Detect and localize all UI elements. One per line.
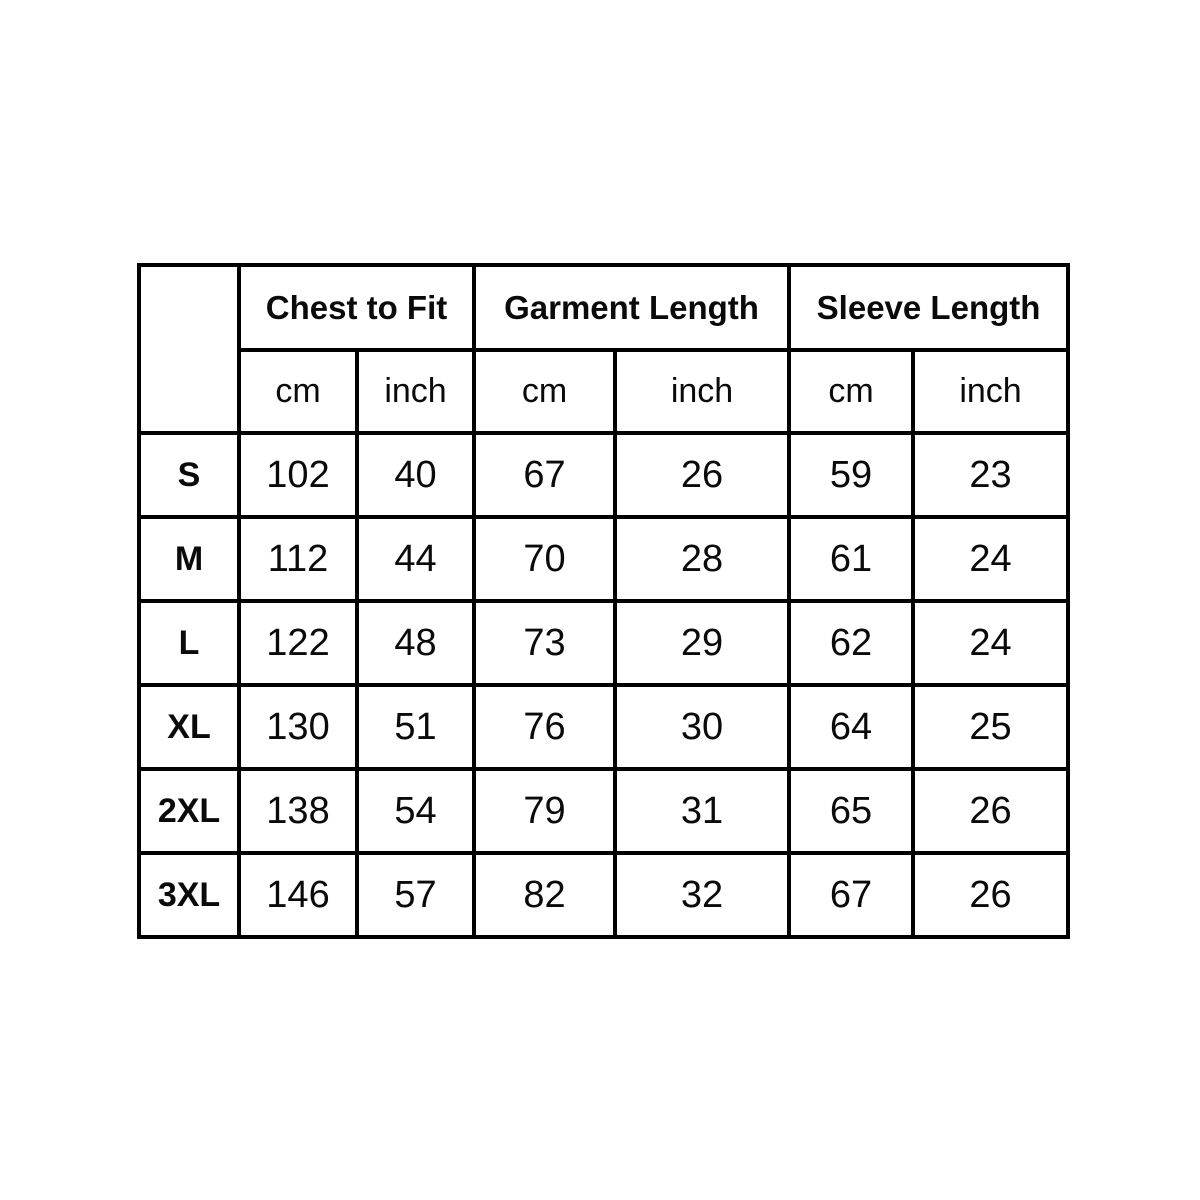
value-garment-cm: 79 bbox=[472, 767, 618, 855]
value-chest-inch: 48 bbox=[354, 599, 477, 687]
value-garment-inch: 32 bbox=[613, 851, 792, 939]
unit-garment-cm: cm bbox=[472, 348, 618, 435]
unit-chest-inch: inch bbox=[354, 348, 477, 435]
value-garment-cm: 70 bbox=[472, 515, 618, 603]
table-row-s: S 102 40 67 26 59 23 bbox=[137, 431, 1071, 519]
size-label: 2XL bbox=[137, 767, 241, 855]
value-garment-inch: 29 bbox=[613, 599, 792, 687]
value-chest-cm: 138 bbox=[237, 767, 359, 855]
table-row-xl: XL 130 51 76 30 64 25 bbox=[137, 683, 1071, 771]
table-row-l: L 122 48 73 29 62 24 bbox=[137, 599, 1071, 687]
value-sleeve-inch: 23 bbox=[911, 431, 1071, 519]
value-sleeve-inch: 24 bbox=[911, 599, 1071, 687]
value-chest-cm: 122 bbox=[237, 599, 359, 687]
size-label: 3XL bbox=[137, 851, 241, 939]
value-chest-inch: 54 bbox=[354, 767, 477, 855]
value-sleeve-cm: 67 bbox=[787, 851, 916, 939]
column-group-sleeve: Sleeve Length bbox=[787, 263, 1071, 352]
value-garment-cm: 82 bbox=[472, 851, 618, 939]
size-chart-table: Chest to Fit Garment Length Sleeve Lengt… bbox=[137, 263, 1071, 939]
group-header-row: Chest to Fit Garment Length Sleeve Lengt… bbox=[137, 263, 1071, 435]
value-garment-cm: 73 bbox=[472, 599, 618, 687]
value-garment-inch: 26 bbox=[613, 431, 792, 519]
table-row-3xl: 3XL 146 57 82 32 67 26 bbox=[137, 851, 1071, 939]
unit-garment-inch: inch bbox=[613, 348, 792, 435]
value-sleeve-cm: 65 bbox=[787, 767, 916, 855]
value-garment-inch: 30 bbox=[613, 683, 792, 771]
value-chest-inch: 57 bbox=[354, 851, 477, 939]
value-sleeve-cm: 64 bbox=[787, 683, 916, 771]
units-row: cm inch cm inch cm inch bbox=[139, 348, 1071, 435]
corner-spacer bbox=[137, 263, 241, 435]
column-group-chest: Chest to Fit bbox=[236, 263, 477, 352]
value-chest-cm: 112 bbox=[237, 515, 359, 603]
value-chest-inch: 40 bbox=[354, 431, 477, 519]
value-sleeve-inch: 26 bbox=[911, 767, 1071, 855]
value-chest-cm: 130 bbox=[237, 683, 359, 771]
value-chest-cm: 146 bbox=[237, 851, 359, 939]
unit-chest-cm: cm bbox=[237, 348, 359, 435]
value-garment-inch: 31 bbox=[613, 767, 792, 855]
size-label: S bbox=[137, 431, 241, 519]
value-garment-cm: 76 bbox=[472, 683, 618, 771]
value-chest-cm: 102 bbox=[237, 431, 359, 519]
value-chest-inch: 44 bbox=[354, 515, 477, 603]
unit-sleeve-inch: inch bbox=[911, 348, 1071, 435]
table-row-2xl: 2XL 138 54 79 31 65 26 bbox=[137, 767, 1071, 855]
size-label: L bbox=[137, 599, 241, 687]
value-sleeve-inch: 24 bbox=[911, 515, 1071, 603]
column-group-garment: Garment Length bbox=[472, 263, 792, 352]
table-row-m: M 112 44 70 28 61 24 bbox=[137, 515, 1071, 603]
size-label: XL bbox=[137, 683, 241, 771]
size-label: M bbox=[137, 515, 241, 603]
value-sleeve-cm: 62 bbox=[787, 599, 916, 687]
value-garment-cm: 67 bbox=[472, 431, 618, 519]
value-garment-inch: 28 bbox=[613, 515, 792, 603]
value-sleeve-inch: 26 bbox=[911, 851, 1071, 939]
value-sleeve-cm: 59 bbox=[787, 431, 916, 519]
value-chest-inch: 51 bbox=[354, 683, 477, 771]
value-sleeve-inch: 25 bbox=[911, 683, 1071, 771]
unit-sleeve-cm: cm bbox=[787, 348, 916, 435]
value-sleeve-cm: 61 bbox=[787, 515, 916, 603]
